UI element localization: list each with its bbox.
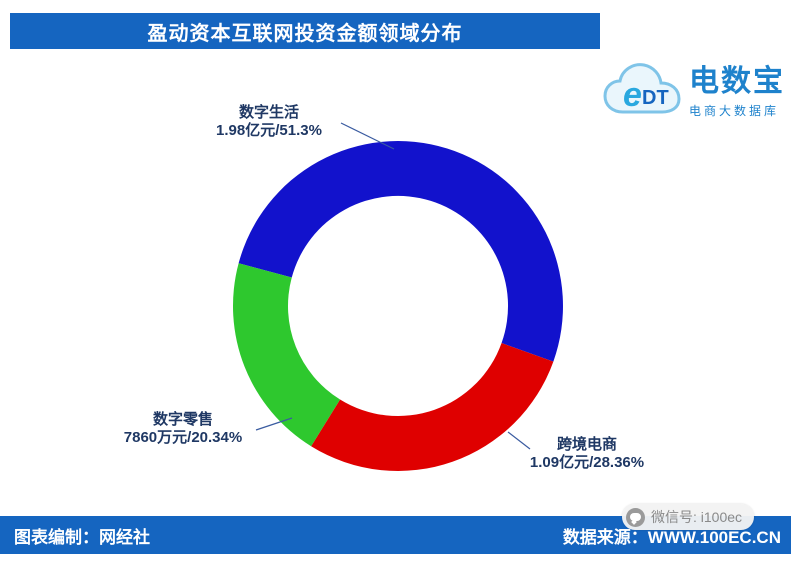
segment-label-digital-retail: 数字零售 7860万元/20.34% bbox=[108, 411, 258, 447]
logo-subtitle-text: 电商大数据库 bbox=[689, 103, 780, 118]
leader-line-digital-retail bbox=[255, 417, 293, 431]
segment-value: 1.09亿元/28.36% bbox=[529, 454, 645, 471]
segment-value: 7860万元/20.34% bbox=[123, 429, 243, 446]
segment-name: 跨境电商 bbox=[556, 436, 617, 453]
edt-logo: e DT 电数宝 电商大数据库 bbox=[601, 60, 785, 124]
chart-title-banner: 盈动资本互联网投资金额领域分布 bbox=[10, 13, 600, 49]
leader-lines bbox=[255, 122, 531, 450]
logo-text-column: 电数宝 电商大数据库 bbox=[689, 64, 785, 119]
donut-segment-数字生活 bbox=[238, 141, 563, 362]
segment-value: 1.98亿元/51.3% bbox=[216, 122, 322, 139]
logo-brand-text: 电数宝 bbox=[689, 64, 785, 98]
cloud-icon: e DT bbox=[603, 63, 681, 114]
donut-segment-跨境电商 bbox=[311, 343, 554, 472]
wechat-icon bbox=[626, 507, 645, 527]
segment-name: 数字生活 bbox=[238, 104, 299, 121]
leader-line-digital-life bbox=[340, 122, 395, 150]
segment-label-crossborder: 跨境电商 1.09亿元/28.36% bbox=[512, 436, 662, 472]
logo-letter-e: e bbox=[623, 76, 642, 114]
donut-segments bbox=[232, 141, 563, 472]
donut-segment-数字零售 bbox=[232, 263, 341, 447]
chart-title: 盈动资本互联网投资金额领域分布 bbox=[147, 22, 463, 45]
wechat-id-text: 微信号: i100ec bbox=[651, 509, 743, 525]
wechat-watermark: 微信号: i100ec bbox=[622, 504, 755, 530]
footer-credit: 图表编制：网经社 bbox=[14, 527, 150, 547]
footer-source: 数据来源：WWW.100EC.CN bbox=[562, 527, 781, 547]
segment-name: 数字零售 bbox=[152, 411, 213, 428]
leader-line-crossborder bbox=[507, 431, 531, 450]
logo-letters-dt: DT bbox=[642, 87, 669, 109]
segment-label-digital-life: 数字生活 1.98亿元/51.3% bbox=[198, 104, 340, 140]
